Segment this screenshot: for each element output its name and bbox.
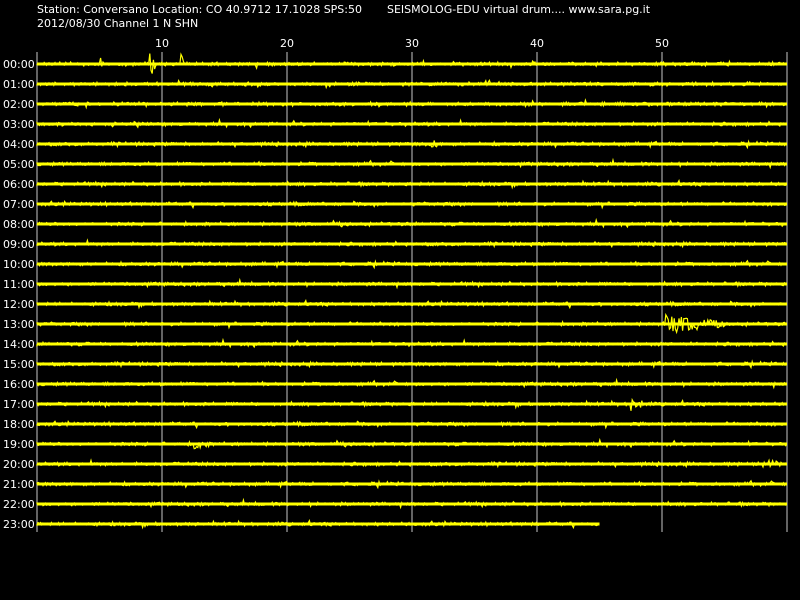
row-label-0200: 02:00 bbox=[3, 98, 35, 111]
row-label-0800: 08:00 bbox=[3, 218, 35, 231]
row-label-1200: 12:00 bbox=[3, 298, 35, 311]
row-label-1900: 19:00 bbox=[3, 438, 35, 451]
row-label-2200: 22:00 bbox=[3, 498, 35, 511]
row-label-0500: 05:00 bbox=[3, 158, 35, 171]
row-label-0400: 04:00 bbox=[3, 138, 35, 151]
row-label-0900: 09:00 bbox=[3, 238, 35, 251]
row-label-1300: 13:00 bbox=[3, 318, 35, 331]
row-label-0600: 06:00 bbox=[3, 178, 35, 191]
row-label-0000: 00:00 bbox=[3, 58, 35, 71]
row-label-2000: 20:00 bbox=[3, 458, 35, 471]
x-tick-label-30: 30 bbox=[405, 37, 419, 50]
row-label-0700: 07:00 bbox=[3, 198, 35, 211]
x-tick-label-20: 20 bbox=[280, 37, 294, 50]
row-label-1600: 16:00 bbox=[3, 378, 35, 391]
row-label-1700: 17:00 bbox=[3, 398, 35, 411]
row-label-1800: 18:00 bbox=[3, 418, 35, 431]
row-label-1000: 10:00 bbox=[3, 258, 35, 271]
row-label-1500: 15:00 bbox=[3, 358, 35, 371]
row-label-1100: 11:00 bbox=[3, 278, 35, 291]
x-tick-label-40: 40 bbox=[530, 37, 544, 50]
row-label-2100: 21:00 bbox=[3, 478, 35, 491]
x-tick-label-50: 50 bbox=[655, 37, 669, 50]
row-label-2300: 23:00 bbox=[3, 518, 35, 531]
x-tick-label-10: 10 bbox=[155, 37, 169, 50]
station-info: Station: Conversano Location: CO 40.9712… bbox=[37, 3, 362, 16]
product-info: SEISMOLOG-EDU virtual drum.... www.sara.… bbox=[387, 3, 651, 16]
row-label-1400: 14:00 bbox=[3, 338, 35, 351]
row-label-0300: 03:00 bbox=[3, 118, 35, 131]
row-label-0100: 01:00 bbox=[3, 78, 35, 91]
date-channel-info: 2012/08/30 Channel 1 N SHN bbox=[37, 17, 199, 30]
